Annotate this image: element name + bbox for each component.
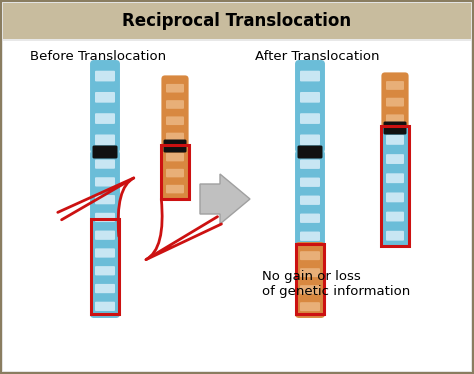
FancyBboxPatch shape <box>300 302 320 311</box>
FancyBboxPatch shape <box>95 284 115 293</box>
FancyBboxPatch shape <box>3 41 471 371</box>
FancyBboxPatch shape <box>386 173 404 183</box>
FancyBboxPatch shape <box>300 92 320 103</box>
FancyBboxPatch shape <box>295 60 325 153</box>
FancyBboxPatch shape <box>95 135 115 145</box>
Text: No gain or loss
of genetic information: No gain or loss of genetic information <box>262 270 410 298</box>
FancyBboxPatch shape <box>95 248 115 258</box>
FancyBboxPatch shape <box>95 177 115 187</box>
FancyBboxPatch shape <box>386 81 404 90</box>
FancyBboxPatch shape <box>95 213 115 222</box>
FancyBboxPatch shape <box>300 232 320 241</box>
FancyBboxPatch shape <box>382 125 409 248</box>
FancyBboxPatch shape <box>300 214 320 223</box>
FancyBboxPatch shape <box>95 302 115 311</box>
FancyBboxPatch shape <box>90 60 120 153</box>
FancyBboxPatch shape <box>166 100 184 109</box>
FancyBboxPatch shape <box>95 266 115 275</box>
FancyBboxPatch shape <box>162 76 189 148</box>
FancyBboxPatch shape <box>300 71 320 82</box>
FancyBboxPatch shape <box>166 133 184 141</box>
FancyBboxPatch shape <box>386 98 404 107</box>
Polygon shape <box>200 174 250 224</box>
FancyBboxPatch shape <box>386 193 404 202</box>
FancyBboxPatch shape <box>300 178 320 187</box>
FancyBboxPatch shape <box>162 144 189 200</box>
FancyBboxPatch shape <box>166 185 184 193</box>
FancyBboxPatch shape <box>386 135 404 145</box>
FancyBboxPatch shape <box>90 150 120 318</box>
FancyBboxPatch shape <box>95 231 115 240</box>
FancyBboxPatch shape <box>166 153 184 161</box>
FancyBboxPatch shape <box>386 154 404 164</box>
FancyBboxPatch shape <box>295 150 325 248</box>
FancyBboxPatch shape <box>95 113 115 124</box>
FancyBboxPatch shape <box>300 160 320 169</box>
FancyBboxPatch shape <box>300 268 320 277</box>
FancyBboxPatch shape <box>166 169 184 177</box>
FancyBboxPatch shape <box>300 113 320 124</box>
FancyBboxPatch shape <box>300 196 320 205</box>
FancyBboxPatch shape <box>386 212 404 221</box>
FancyBboxPatch shape <box>92 145 118 159</box>
FancyBboxPatch shape <box>95 92 115 103</box>
FancyBboxPatch shape <box>164 140 186 153</box>
FancyBboxPatch shape <box>166 84 184 92</box>
FancyBboxPatch shape <box>386 231 404 240</box>
Text: After Translocation: After Translocation <box>255 49 380 62</box>
FancyBboxPatch shape <box>3 3 471 39</box>
FancyBboxPatch shape <box>300 251 320 260</box>
FancyBboxPatch shape <box>382 73 409 130</box>
Text: Reciprocal Translocation: Reciprocal Translocation <box>122 12 352 30</box>
FancyBboxPatch shape <box>386 114 404 123</box>
FancyBboxPatch shape <box>298 145 322 159</box>
FancyBboxPatch shape <box>300 285 320 294</box>
FancyBboxPatch shape <box>166 116 184 125</box>
FancyBboxPatch shape <box>383 122 407 135</box>
FancyBboxPatch shape <box>95 159 115 169</box>
FancyBboxPatch shape <box>295 242 325 318</box>
Text: Before Translocation: Before Translocation <box>30 49 166 62</box>
FancyBboxPatch shape <box>300 135 320 145</box>
FancyBboxPatch shape <box>95 71 115 82</box>
FancyBboxPatch shape <box>95 195 115 204</box>
